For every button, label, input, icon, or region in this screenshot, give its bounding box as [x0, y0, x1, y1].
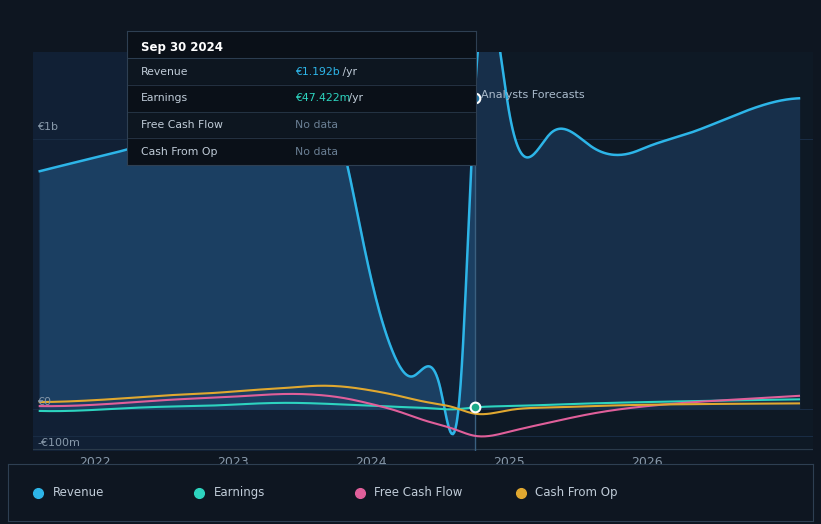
Text: -€100m: -€100m: [37, 438, 80, 448]
Bar: [127, 85, 476, 112]
Text: Earnings: Earnings: [141, 93, 188, 103]
Text: Free Cash Flow: Free Cash Flow: [374, 486, 463, 499]
Bar: [127, 138, 476, 165]
Text: Past: Past: [444, 90, 468, 100]
Text: Revenue: Revenue: [141, 67, 189, 77]
Text: Cash From Op: Cash From Op: [535, 486, 617, 499]
Text: €47.422m: €47.422m: [295, 93, 350, 103]
Text: Sep 30 2024: Sep 30 2024: [141, 41, 223, 54]
Text: No data: No data: [295, 147, 337, 157]
Text: €0: €0: [37, 397, 51, 407]
Bar: [475, 52, 813, 451]
Text: Earnings: Earnings: [213, 486, 264, 499]
Text: /yr: /yr: [339, 67, 356, 77]
Text: No data: No data: [295, 120, 337, 130]
Bar: [127, 58, 476, 85]
Bar: [33, 52, 475, 451]
Bar: [127, 112, 476, 138]
Text: Free Cash Flow: Free Cash Flow: [141, 120, 223, 130]
Text: Cash From Op: Cash From Op: [141, 147, 218, 157]
Text: €1b: €1b: [37, 122, 58, 132]
Text: Analysts Forecasts: Analysts Forecasts: [481, 90, 585, 100]
Text: Revenue: Revenue: [53, 486, 103, 499]
Text: €1.192b: €1.192b: [295, 67, 340, 77]
Text: /yr: /yr: [345, 93, 363, 103]
